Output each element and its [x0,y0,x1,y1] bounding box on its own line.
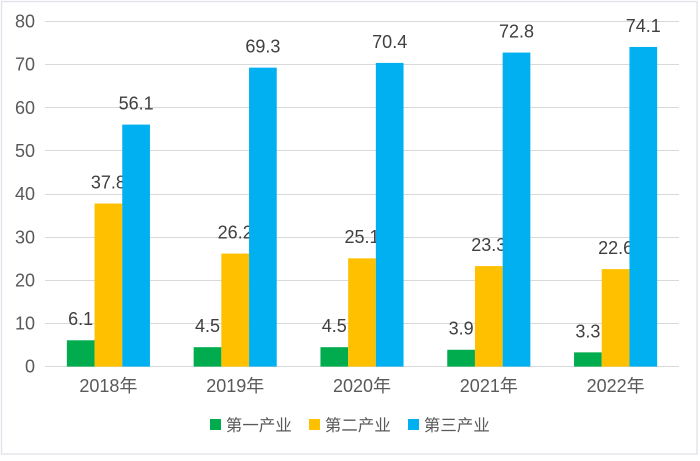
svg-text:2019: 2019 [206,376,246,396]
svg-text:60: 60 [15,98,35,118]
svg-text:22.6: 22.6 [598,238,633,258]
svg-text:20: 20 [15,270,35,290]
svg-text:0: 0 [25,357,35,377]
svg-text:70: 70 [15,55,35,75]
svg-text:6.1: 6.1 [68,309,93,329]
svg-text:2018: 2018 [79,376,119,396]
svg-text:80: 80 [15,12,35,32]
svg-text:2022: 2022 [587,376,627,396]
svg-text:2021: 2021 [460,376,500,396]
svg-text:10: 10 [15,314,35,334]
svg-text:26.2: 26.2 [218,223,253,243]
svg-text:23.3: 23.3 [471,235,506,255]
svg-text:69.3: 69.3 [245,37,280,57]
svg-text:70.4: 70.4 [372,32,407,52]
svg-text:2020: 2020 [333,376,373,396]
svg-text:30: 30 [15,227,35,247]
svg-text:56.1: 56.1 [119,94,154,114]
svg-text:3.3: 3.3 [575,321,600,341]
svg-text:4.5: 4.5 [195,316,220,336]
svg-text:74.1: 74.1 [626,16,661,36]
svg-text:50: 50 [15,141,35,161]
svg-text:4.5: 4.5 [322,316,347,336]
svg-text:40: 40 [15,184,35,204]
svg-text:25.1: 25.1 [344,227,379,247]
svg-text:3.9: 3.9 [449,319,474,339]
svg-text:72.8: 72.8 [499,22,534,42]
svg-text:37.8: 37.8 [91,172,126,192]
